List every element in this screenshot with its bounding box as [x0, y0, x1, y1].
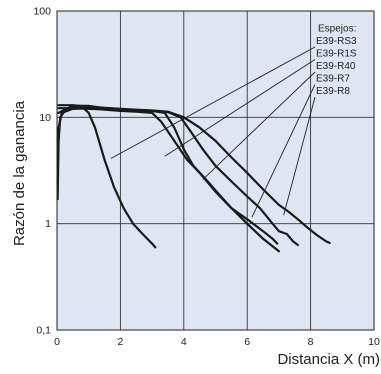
- x-tick-labels: 0 2 4 6 8 10: [54, 336, 380, 348]
- legend-leader-line: [251, 84, 316, 218]
- x-tick-label: 6: [244, 336, 250, 348]
- plot-frame: [56, 10, 375, 331]
- y-tick-label: 100: [33, 6, 51, 18]
- x-tick-label: 10: [368, 336, 380, 348]
- legend-label-e39-r7: E39-R7: [316, 74, 350, 85]
- y-tick-label: 0,1: [36, 325, 51, 337]
- y-axis-title: Razón de la ganancia: [11, 100, 28, 246]
- legend-label-e39-r40: E39-R40: [316, 61, 356, 72]
- legend-label-bg: [315, 85, 372, 96]
- y-tick-labels: 0,1 1 10 100: [33, 6, 51, 337]
- legend-label-bg: [315, 35, 372, 46]
- legend-label-e39-r1s: E39-R1S: [316, 49, 357, 60]
- y-tick-label: 1: [45, 218, 51, 230]
- legend-leader-line: [202, 71, 316, 180]
- legend-label-e39-r8: E39-R8: [316, 86, 350, 97]
- series-line-e39-r8: [57, 104, 331, 244]
- x-axis-title: Distancia X (m): [277, 351, 380, 368]
- legend-label-bg: [315, 60, 372, 71]
- legend-leader-line: [164, 59, 316, 157]
- legend-leader-line: [110, 46, 316, 159]
- y-tick-label: 10: [39, 112, 51, 124]
- legend-label-bg: [315, 72, 372, 84]
- legend-label-bg: [315, 47, 372, 59]
- legend-title: Espejos:: [318, 24, 356, 35]
- legend-label-e39-rs3: E39-RS3: [316, 36, 357, 47]
- x-tick-label: 2: [117, 336, 123, 348]
- legend-leader-line: [283, 96, 316, 216]
- x-tick-label: 8: [308, 336, 314, 348]
- x-tick-label: 0: [54, 336, 60, 348]
- x-tick-label: 4: [181, 336, 187, 348]
- series-lines: [56, 104, 331, 253]
